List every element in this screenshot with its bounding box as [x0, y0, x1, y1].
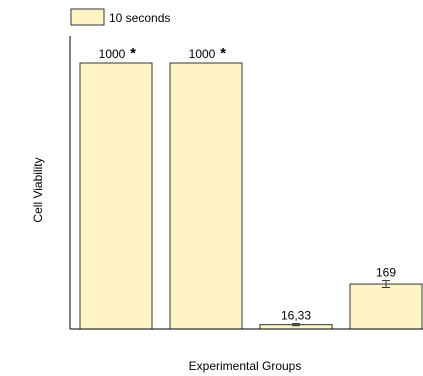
- legend-label: 10 seconds: [109, 11, 170, 25]
- bar-1: [79, 62, 153, 330]
- bar-value-label-1: 1000: [99, 47, 126, 61]
- significance-marker-1: *: [130, 45, 136, 62]
- significance-marker-2: *: [220, 45, 226, 62]
- bars-group: 1000 * 1000 * 16,33 169: [79, 45, 423, 330]
- error-bar-4: [382, 280, 390, 289]
- bar-value-label-2: 1000: [189, 47, 216, 61]
- bar-value-label-4: 169: [376, 266, 396, 280]
- legend: 10 seconds: [70, 8, 170, 26]
- legend-swatch: [70, 8, 105, 26]
- bar-value-label-3: 16,33: [281, 309, 311, 323]
- error-bar-3: [292, 323, 300, 327]
- bar-2: [169, 62, 243, 330]
- bar-4: [349, 283, 423, 330]
- x-axis-title: Experimental Groups: [189, 359, 302, 373]
- y-axis-title: Cell Viability: [31, 157, 45, 222]
